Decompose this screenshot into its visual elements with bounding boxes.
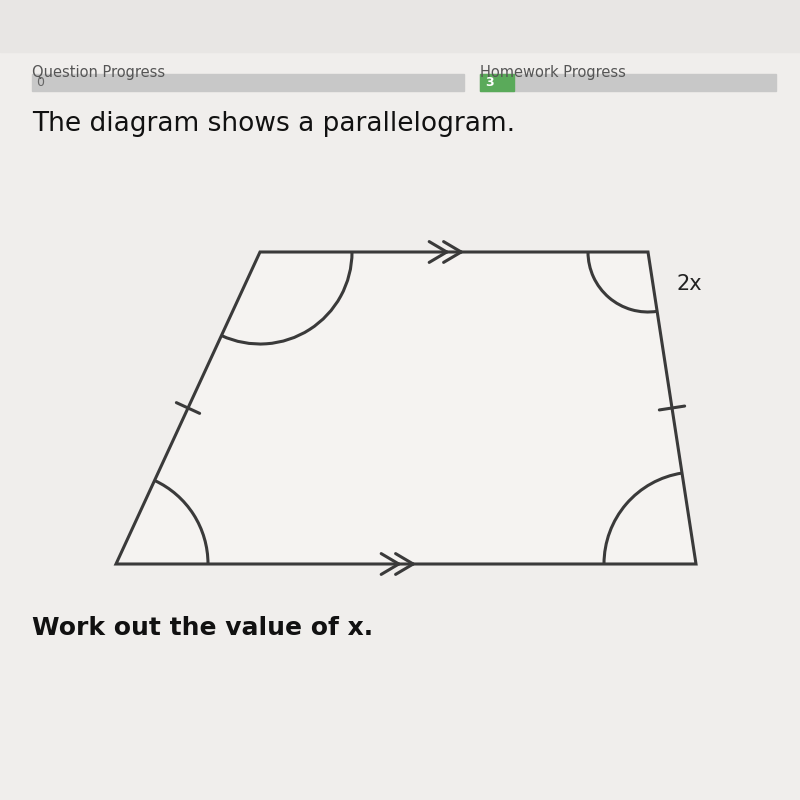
Text: The diagram shows a parallelogram.: The diagram shows a parallelogram. <box>32 111 515 137</box>
Text: Homework Progress: Homework Progress <box>480 65 626 79</box>
Text: 2x: 2x <box>126 538 152 558</box>
Bar <box>480 74 514 91</box>
Text: 3x – 15: 3x – 15 <box>332 310 408 330</box>
Bar <box>480 74 776 91</box>
Text: Question Progress: Question Progress <box>32 65 165 79</box>
Text: 2x: 2x <box>676 274 702 294</box>
Text: Work out the value of x.: Work out the value of x. <box>32 616 373 640</box>
Polygon shape <box>116 252 696 564</box>
Bar <box>32 74 464 91</box>
Text: 0: 0 <box>36 76 44 89</box>
Text: 3: 3 <box>485 76 494 89</box>
Bar <box>0 0 800 52</box>
Text: 2x + 24: 2x + 24 <box>520 474 603 494</box>
